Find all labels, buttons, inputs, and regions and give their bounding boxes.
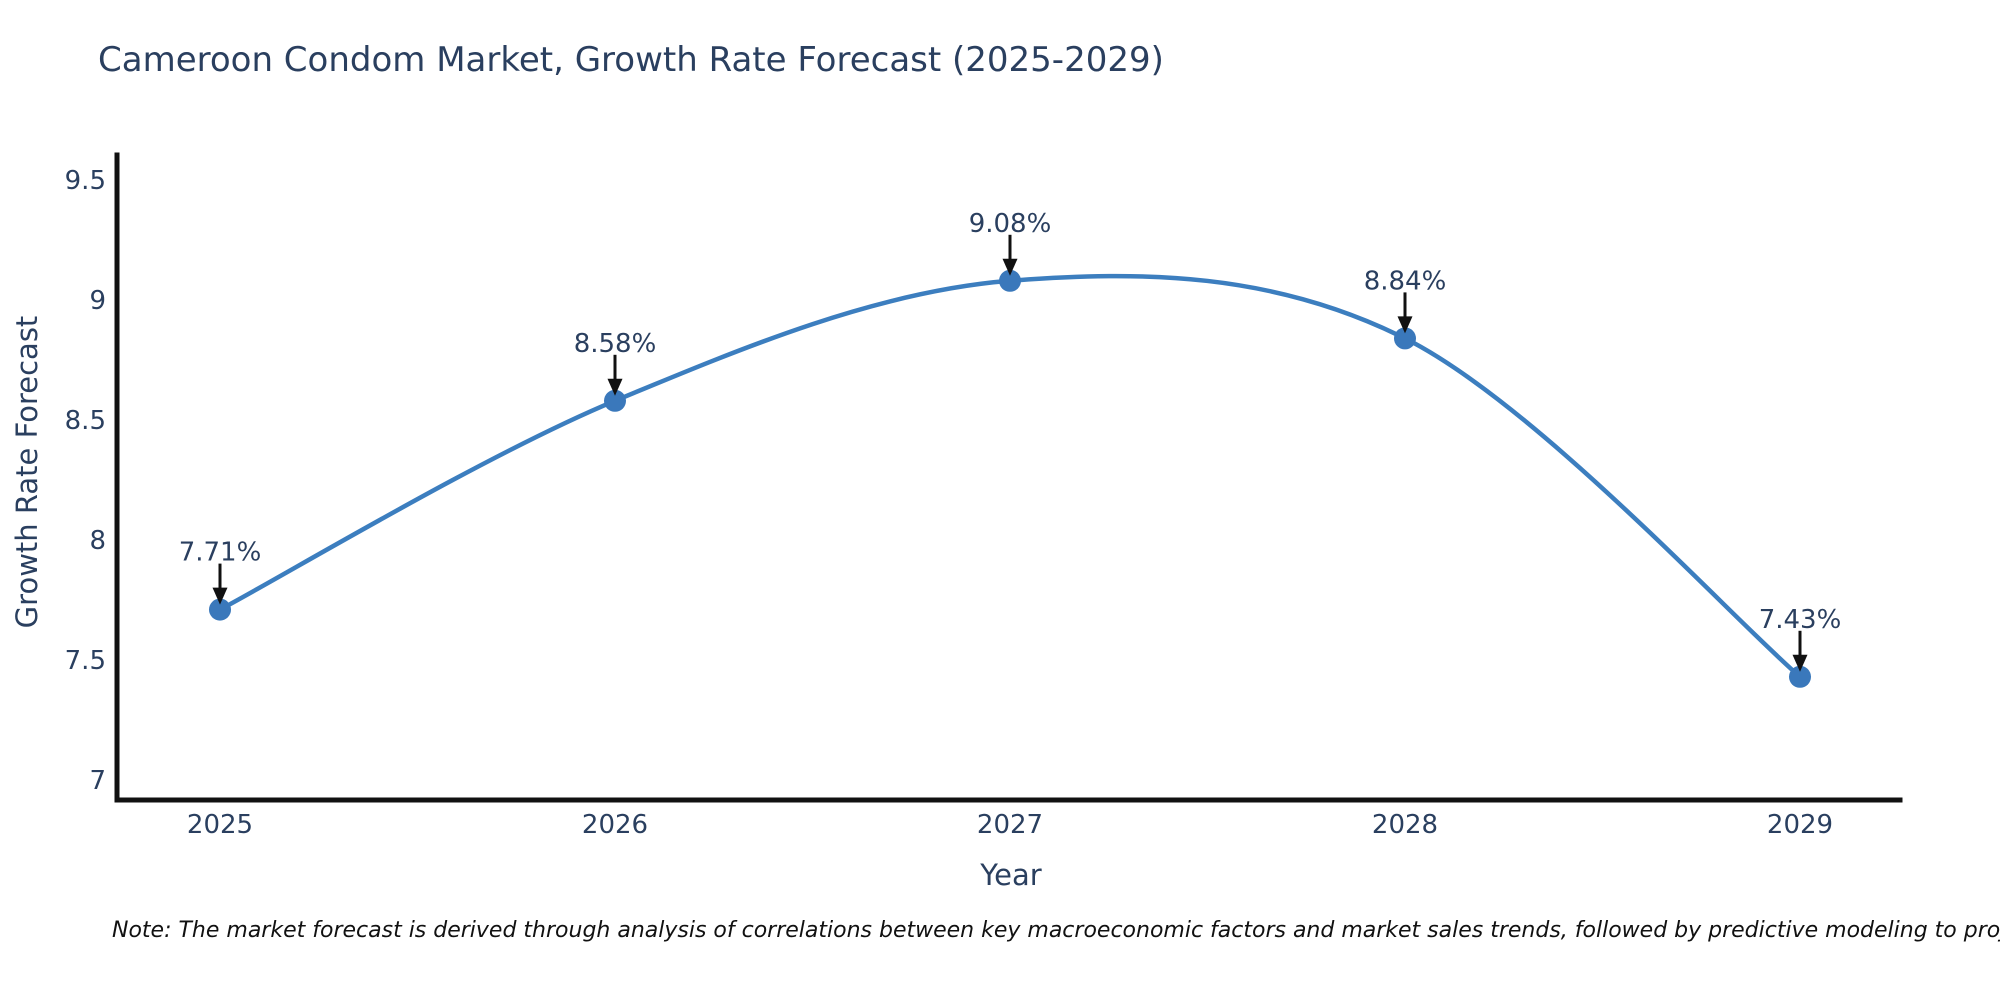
data-point-2027	[999, 269, 1021, 292]
x-tick-label-2026: 2026	[582, 810, 648, 840]
data-point-2028	[1394, 327, 1416, 350]
y-tick-label-8.5: 8.5	[65, 406, 106, 436]
data-point-2026	[604, 389, 626, 412]
y-tick-label-9.5: 9.5	[65, 166, 106, 196]
forecast-line	[218, 273, 1802, 679]
x-axis-title: Year	[980, 858, 1042, 892]
x-tick-label-2027: 2027	[977, 810, 1043, 840]
point-label-2026: 8.58%	[574, 329, 657, 359]
data-point-2025	[209, 598, 231, 621]
point-label-2025: 7.71%	[179, 538, 262, 568]
point-label-2028: 8.84%	[1364, 266, 1447, 296]
point-label-2029: 7.43%	[1759, 605, 1842, 635]
y-tick-label-7: 7	[89, 766, 106, 796]
y-axis-title: Growth Rate Forecast	[10, 315, 44, 629]
footnote: Note: The market forecast is derived thr…	[112, 918, 2000, 943]
annotation-arrowhead-2029	[1792, 654, 1808, 672]
axis-lines	[114, 152, 1903, 803]
x-tick-label-2025: 2025	[187, 810, 253, 840]
data-point-2029	[1789, 665, 1811, 688]
point-label-2027: 9.08%	[969, 209, 1052, 239]
annotation-arrowhead-2026	[607, 378, 623, 396]
x-tick-label-2028: 2028	[1372, 810, 1438, 840]
chart-title: Cameroon Condom Market, Growth Rate Fore…	[98, 40, 1164, 80]
annotation-arrowhead-2028	[1397, 316, 1413, 334]
y-tick-label-8: 8	[89, 526, 106, 556]
y-tick-label-9: 9	[89, 286, 106, 316]
y-tick-label-7.5: 7.5	[65, 646, 106, 676]
annotation-arrowhead-2027	[1002, 258, 1018, 276]
x-tick-label-2029: 2029	[1767, 810, 1833, 840]
annotation-arrowhead-2025	[212, 587, 228, 605]
